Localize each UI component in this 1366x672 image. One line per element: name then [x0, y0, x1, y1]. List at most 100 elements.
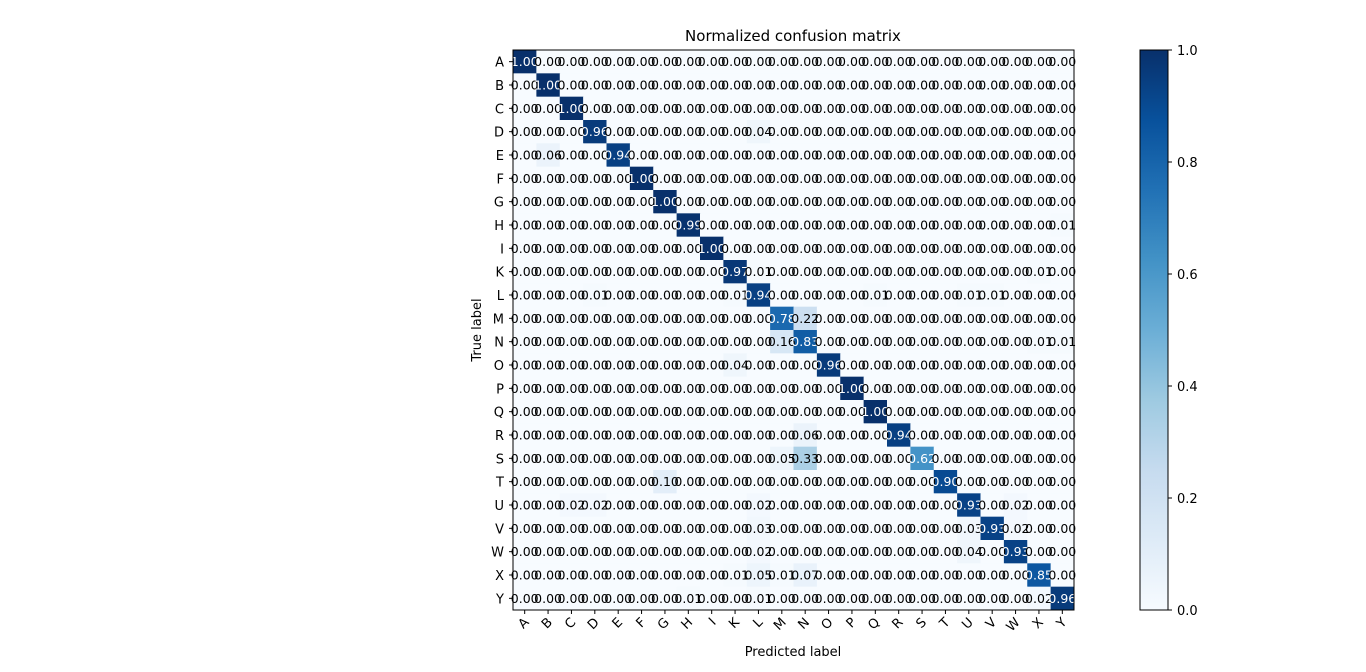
- heatmap-cell: [1027, 213, 1052, 238]
- cell-value-label: 0.00: [861, 101, 889, 116]
- cell-value-label: 0.00: [768, 498, 796, 513]
- cell-value-label: 0.00: [558, 568, 586, 583]
- cell-value-label: 0.00: [721, 544, 749, 559]
- x-tick-label: H: [679, 615, 697, 633]
- cell-value-label: 0.00: [674, 264, 702, 279]
- heatmap-cell: [723, 143, 748, 168]
- cell-value-label: 0.00: [908, 101, 936, 116]
- heatmap-cell: [863, 306, 888, 331]
- heatmap-cell: [957, 306, 981, 331]
- heatmap-cell: [770, 470, 794, 494]
- heatmap-cell: [559, 330, 584, 354]
- cell-value-label: 0.02: [581, 498, 609, 513]
- heatmap-cell: [536, 540, 561, 564]
- cell-value-label: 0.00: [838, 218, 866, 233]
- heatmap-cell: [887, 213, 911, 238]
- heatmap-cell: [700, 400, 724, 424]
- heatmap-cell: [700, 190, 724, 214]
- heatmap-cell: [700, 236, 724, 261]
- cell-value-label: 0.00: [604, 334, 632, 349]
- cell-value-label: 0.00: [604, 474, 632, 489]
- heatmap-cell: [606, 586, 631, 611]
- heatmap-cell: [1003, 400, 1028, 424]
- cell-value-label: 0.00: [768, 148, 796, 163]
- cell-value-label: 0.00: [651, 241, 679, 256]
- heatmap-cell: [1027, 540, 1052, 564]
- heatmap-cell: [770, 143, 794, 168]
- heatmap-cell: [816, 50, 841, 74]
- heatmap-cell: [559, 306, 584, 331]
- cell-value-label: 0.00: [534, 311, 562, 326]
- cell-value-label: 0.00: [745, 428, 773, 443]
- heatmap-cell: [746, 96, 771, 121]
- heatmap-cell: [933, 540, 958, 564]
- heatmap-cell: [793, 330, 818, 354]
- heatmap-cell: [910, 213, 935, 238]
- heatmap-cell: [559, 50, 584, 74]
- heatmap-cell: [1027, 493, 1052, 518]
- cell-value-label: 0.00: [674, 148, 702, 163]
- colorbar-tick-label: 1.0: [1177, 44, 1198, 59]
- heatmap-cell: [1027, 353, 1052, 378]
- heatmap-cell: [676, 540, 701, 564]
- heatmap-cell: [629, 446, 654, 471]
- cell-value-label: 0.00: [791, 218, 819, 233]
- cell-value-label: 0.00: [1002, 311, 1030, 326]
- y-tick-label: E: [496, 149, 504, 164]
- heatmap-cell: [723, 96, 748, 121]
- cell-value-label: 0.00: [581, 241, 609, 256]
- heatmap-cell: [863, 446, 888, 471]
- heatmap-cell: [653, 190, 678, 214]
- heatmap-cell: [816, 446, 841, 471]
- cell-value-label: 0.00: [698, 288, 726, 303]
- cell-value-label: 0.00: [861, 451, 889, 466]
- heatmap-cell: [746, 563, 771, 588]
- cell-value-label: 0.00: [932, 544, 960, 559]
- heatmap-cell: [583, 493, 607, 518]
- heatmap-cell: [536, 306, 561, 331]
- heatmap-cell: [700, 493, 724, 518]
- heatmap-cell: [863, 353, 888, 378]
- cell-value-label: 0.00: [628, 78, 656, 93]
- heatmap-cell: [629, 260, 654, 284]
- cell-value-label: 0.00: [1025, 148, 1053, 163]
- cell-value-label: 0.00: [558, 474, 586, 489]
- cell-value-label: 0.00: [558, 194, 586, 209]
- heatmap-cell: [957, 96, 981, 121]
- cell-value-label: 0.00: [698, 54, 726, 69]
- heatmap-cell: [583, 306, 607, 331]
- cell-value-label: 0.00: [838, 148, 866, 163]
- heatmap-cell: [676, 330, 701, 354]
- heatmap-cell: [1050, 493, 1075, 518]
- cell-value-label: 0.00: [604, 544, 632, 559]
- cell-value-label: 0.00: [768, 474, 796, 489]
- cell-value-label: 0.00: [674, 334, 702, 349]
- cell-value-label: 0.00: [698, 521, 726, 536]
- heatmap-cell: [746, 283, 771, 308]
- heatmap-cell: [1003, 213, 1028, 238]
- heatmap-cell: [1050, 190, 1075, 214]
- cell-value-label: 0.00: [768, 218, 796, 233]
- heatmap-cell: [629, 586, 654, 611]
- plot-frame: [512, 49, 1075, 611]
- cell-value-label: 0.00: [534, 101, 562, 116]
- heatmap-cell: [933, 353, 958, 378]
- heatmap-cell: [559, 540, 584, 564]
- heatmap-cell: [723, 446, 748, 471]
- heatmap-cell: [863, 376, 888, 401]
- cell-value-label: 0.00: [1025, 428, 1053, 443]
- heatmap-cell: [980, 190, 1005, 214]
- cell-value-label: 0.00: [885, 148, 913, 163]
- cell-value-label: 0.00: [978, 451, 1006, 466]
- cell-value-label: 0.00: [745, 194, 773, 209]
- cell-value-label: 0.00: [651, 428, 679, 443]
- heatmap-cell: [980, 120, 1005, 144]
- cell-value-label: 0.00: [932, 101, 960, 116]
- heatmap-cell: [957, 493, 981, 518]
- heatmap-cell: [910, 423, 935, 448]
- x-tick-label: V: [983, 615, 1000, 632]
- heatmap-cell: [583, 190, 607, 214]
- heatmap-cell: [863, 143, 888, 168]
- cell-value-label: 0.00: [838, 241, 866, 256]
- x-tick-label: K: [726, 615, 743, 632]
